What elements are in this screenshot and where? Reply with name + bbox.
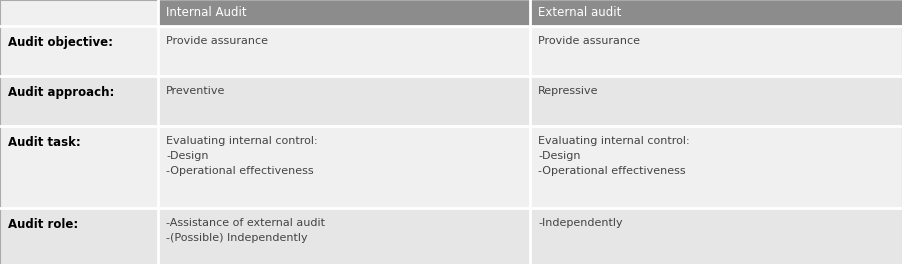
Bar (0, 76, 158, 126)
Text: Repressive: Repressive (538, 86, 598, 96)
Text: -Assistance of external audit
-(Possible) Independently: -Assistance of external audit -(Possible… (166, 218, 325, 243)
Text: Evaluating internal control:
-Design
-Operational effectiveness: Evaluating internal control: -Design -Op… (538, 136, 689, 176)
Bar (0, 26, 158, 76)
Bar (529, 208, 902, 264)
Text: Provide assurance: Provide assurance (538, 36, 640, 46)
Text: External audit: External audit (538, 7, 621, 20)
Bar (158, 26, 529, 76)
Text: Provide assurance: Provide assurance (166, 36, 268, 46)
Text: Preventive: Preventive (166, 86, 226, 96)
Text: Internal Audit: Internal Audit (166, 7, 246, 20)
Bar (0, 208, 158, 264)
Text: Audit role:: Audit role: (8, 218, 78, 231)
Bar (529, 26, 902, 76)
Bar (158, 126, 529, 208)
Bar (158, 76, 529, 126)
Text: Evaluating internal control:
-Design
-Operational effectiveness: Evaluating internal control: -Design -Op… (166, 136, 318, 176)
Bar (529, 76, 902, 126)
Bar (158, 208, 529, 264)
Bar (0, 0, 158, 26)
Bar (158, 0, 529, 26)
Bar (529, 0, 902, 26)
Text: Audit objective:: Audit objective: (8, 36, 113, 49)
Bar (529, 126, 902, 208)
Text: Audit approach:: Audit approach: (8, 86, 115, 99)
Text: -Independently: -Independently (538, 218, 622, 228)
Text: Audit task:: Audit task: (8, 136, 80, 149)
Bar (0, 126, 158, 208)
